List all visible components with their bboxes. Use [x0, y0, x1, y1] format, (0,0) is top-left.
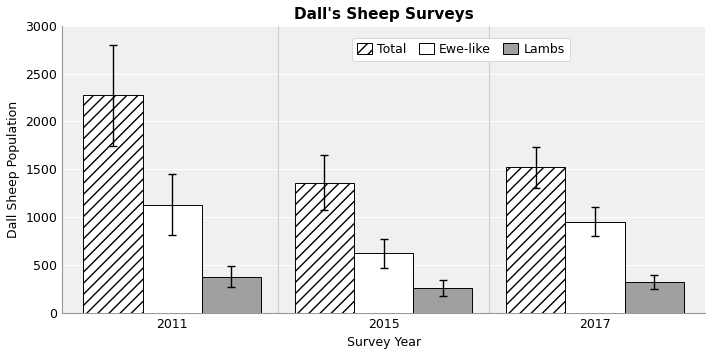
- Bar: [295, 183, 354, 313]
- Bar: [624, 282, 684, 313]
- Bar: [201, 277, 261, 313]
- Title: Dall's Sheep Surveys: Dall's Sheep Surveys: [294, 7, 473, 22]
- Bar: [506, 167, 565, 313]
- X-axis label: Survey Year: Survey Year: [347, 336, 421, 349]
- Bar: [565, 222, 624, 313]
- Bar: [354, 253, 413, 313]
- Legend: Total, Ewe-like, Lambs: Total, Ewe-like, Lambs: [352, 38, 570, 61]
- Bar: [413, 288, 473, 313]
- Bar: [142, 205, 201, 313]
- Y-axis label: Dall Sheep Population: Dall Sheep Population: [7, 101, 20, 238]
- Bar: [83, 95, 142, 313]
